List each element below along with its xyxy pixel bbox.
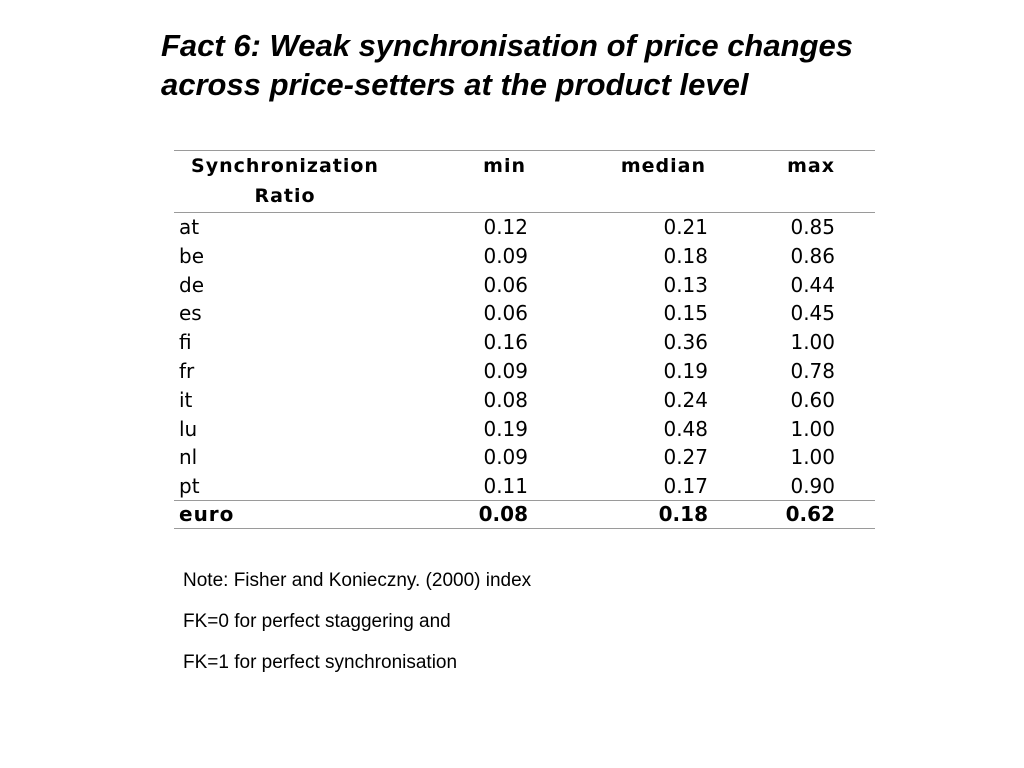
min-cell: 0.16 <box>483 330 528 355</box>
min-cell: 0.12 <box>483 215 528 239</box>
table-header: Synchronization Ratio min median max <box>174 150 875 213</box>
max-cell: 1.00 <box>790 330 835 355</box>
max-cell: 0.85 <box>790 215 835 239</box>
header-label-line-2: Ratio <box>254 185 316 207</box>
table-row: it 0.08 0.24 0.60 <box>174 386 875 415</box>
max-cell: 0.44 <box>790 272 835 297</box>
table-footer: euro 0.08 0.18 0.62 <box>174 500 875 530</box>
median-cell: 0.24 <box>663 387 708 412</box>
country-cell: be <box>179 243 204 268</box>
notes: Note: Fisher and Konieczny. (2000) index… <box>183 570 531 693</box>
note-line-3: FK=1 for perfect synchronisation <box>183 652 458 673</box>
country-cell: fr <box>179 358 195 383</box>
table-row: fr 0.09 0.19 0.78 <box>174 357 875 386</box>
country-cell: nl <box>179 445 198 470</box>
min-cell: 0.08 <box>483 387 528 412</box>
table-row: at 0.12 0.21 0.85 <box>174 213 875 242</box>
min-cell: 0.09 <box>483 445 528 470</box>
slide-title-line-2: across price-setters at the product leve… <box>161 67 749 102</box>
table-row-euro-total: euro 0.08 0.18 0.62 <box>174 500 875 530</box>
country-cell: it <box>179 387 193 412</box>
synchronization-table-container: Synchronization Ratio min median max at 0… <box>174 150 875 530</box>
table-row: nl 0.09 0.27 1.00 <box>174 443 875 472</box>
table-row: es 0.06 0.15 0.45 <box>174 299 875 328</box>
synchronization-table: Synchronization Ratio min median max at 0… <box>174 150 875 530</box>
header-median: median <box>584 150 748 213</box>
country-cell: de <box>179 272 204 297</box>
note-line-2: FK=0 for perfect staggering and <box>183 611 451 632</box>
median-cell: 0.15 <box>663 301 708 326</box>
country-cell: fi <box>179 330 192 355</box>
table-row: lu 0.19 0.48 1.00 <box>174 415 875 444</box>
max-cell: 0.78 <box>790 358 835 383</box>
header-label-line-1: Synchronization <box>191 155 379 177</box>
table-row: pt 0.11 0.17 0.90 <box>174 472 875 501</box>
min-cell: 0.09 <box>483 243 528 268</box>
euro-median: 0.18 <box>584 500 748 530</box>
median-cell: 0.21 <box>663 215 708 239</box>
header-min: min <box>416 150 584 213</box>
median-cell: 0.18 <box>663 243 708 268</box>
country-cell: pt <box>179 474 200 499</box>
header-max: max <box>748 150 875 213</box>
max-cell: 0.60 <box>790 387 835 412</box>
min-cell: 0.06 <box>483 272 528 297</box>
min-cell: 0.06 <box>483 301 528 326</box>
min-cell: 0.09 <box>483 358 528 383</box>
max-cell: 0.45 <box>790 301 835 326</box>
country-cell: es <box>179 301 202 326</box>
table-row: be 0.09 0.18 0.86 <box>174 242 875 271</box>
min-cell: 0.11 <box>483 474 528 499</box>
table-header-row: Synchronization Ratio min median max <box>174 150 875 213</box>
euro-min: 0.08 <box>416 500 584 530</box>
median-cell: 0.17 <box>663 474 708 499</box>
min-cell: 0.19 <box>483 416 528 441</box>
euro-label: euro <box>174 500 416 530</box>
median-cell: 0.36 <box>663 330 708 355</box>
max-cell: 1.00 <box>790 416 835 441</box>
max-cell: 0.86 <box>790 243 835 268</box>
max-cell: 0.90 <box>790 474 835 499</box>
median-cell: 0.27 <box>663 445 708 470</box>
country-cell: lu <box>179 416 198 441</box>
median-cell: 0.13 <box>663 272 708 297</box>
slide-title-line-1: Fact 6: Weak synchronisation of price ch… <box>161 28 853 63</box>
table-body: at 0.12 0.21 0.85 be 0.09 0.18 0.86 de 0.06 0.13 0.… <box>174 213 875 501</box>
note-line-1: Note: Fisher and Konieczny. (2000) index <box>183 570 532 591</box>
euro-max: 0.62 <box>748 500 875 530</box>
median-cell: 0.19 <box>663 358 708 383</box>
country-cell: at <box>179 215 200 239</box>
table-row: fi 0.16 0.36 1.00 <box>174 328 875 357</box>
table-row: de 0.06 0.13 0.44 <box>174 271 875 300</box>
header-synchronization-ratio: Synchronization Ratio <box>174 150 416 213</box>
median-cell: 0.48 <box>663 416 708 441</box>
max-cell: 1.00 <box>790 445 835 470</box>
slide-title: Fact 6: Weak synchronisation of price ch… <box>161 26 981 104</box>
